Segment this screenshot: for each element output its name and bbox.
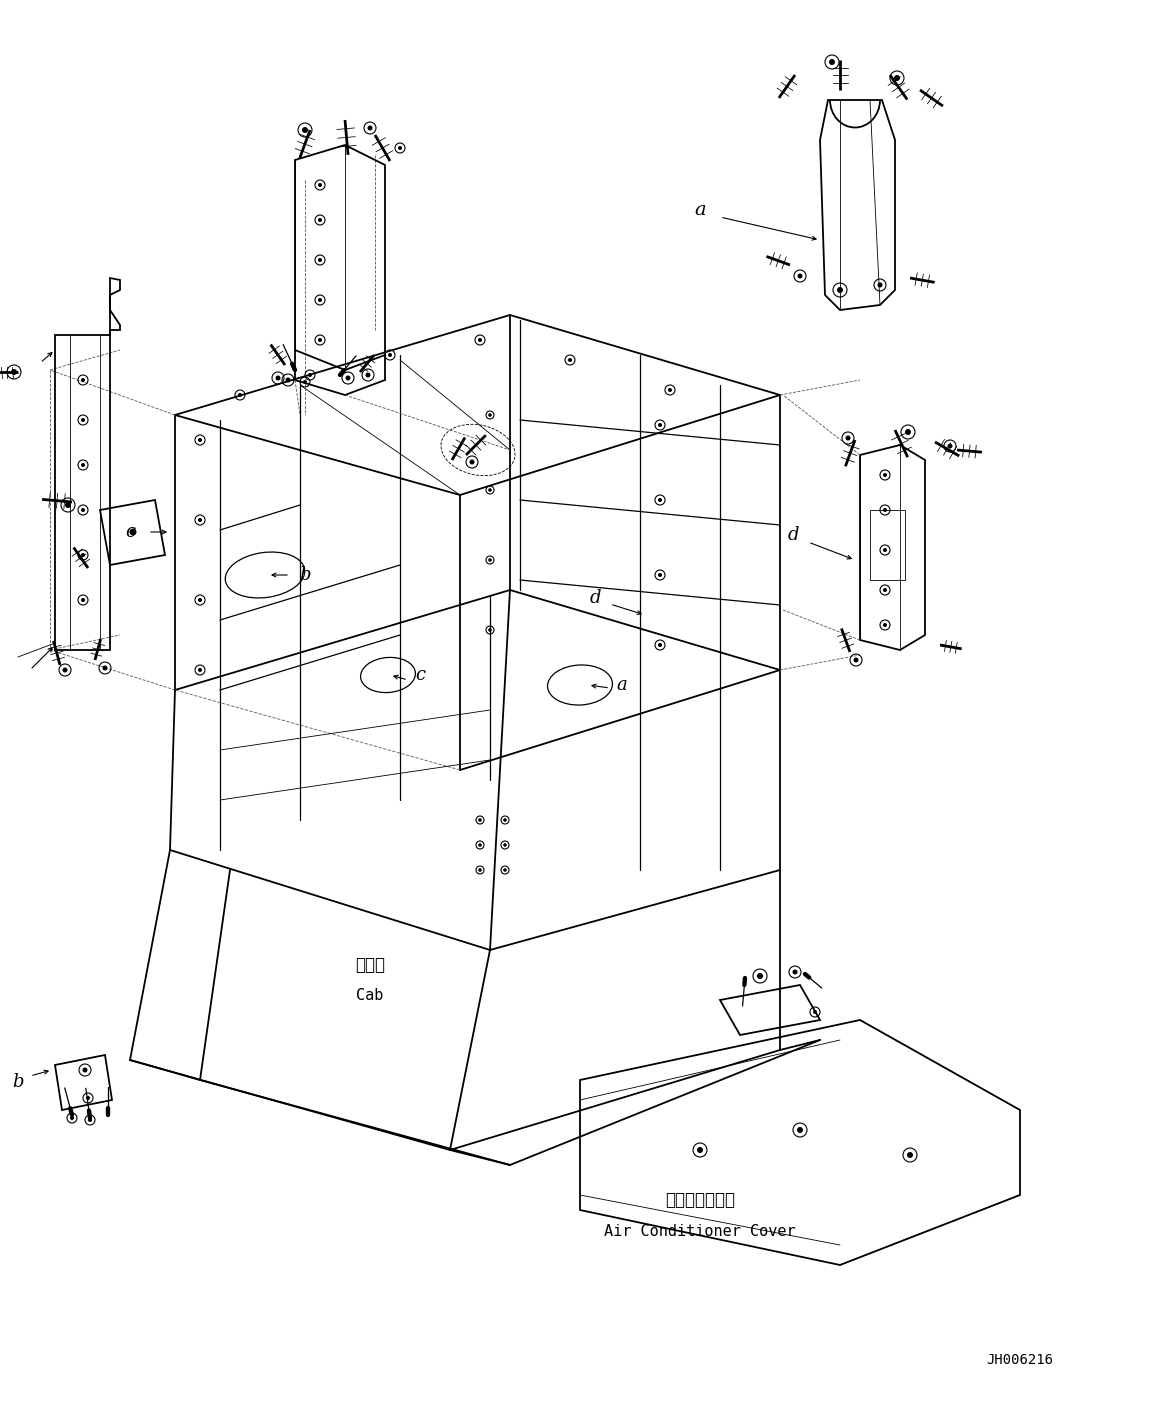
- Circle shape: [10, 369, 17, 375]
- Circle shape: [129, 528, 136, 535]
- Circle shape: [797, 1127, 802, 1132]
- Circle shape: [488, 488, 492, 492]
- Circle shape: [846, 436, 850, 440]
- Circle shape: [198, 668, 202, 673]
- Circle shape: [81, 553, 85, 558]
- Circle shape: [285, 377, 291, 383]
- Text: Air Conditioner Cover: Air Conditioner Cover: [605, 1225, 795, 1240]
- Circle shape: [829, 60, 835, 65]
- Text: JH006216: JH006216: [986, 1352, 1054, 1366]
- Circle shape: [478, 338, 481, 342]
- Circle shape: [470, 460, 475, 464]
- Circle shape: [365, 373, 371, 377]
- Circle shape: [83, 1067, 87, 1073]
- Circle shape: [238, 393, 242, 397]
- Circle shape: [317, 258, 322, 263]
- Circle shape: [883, 587, 887, 592]
- Circle shape: [837, 287, 843, 292]
- Circle shape: [81, 377, 85, 382]
- Circle shape: [276, 376, 280, 380]
- Circle shape: [878, 282, 883, 288]
- Circle shape: [488, 629, 492, 631]
- Circle shape: [697, 1147, 702, 1154]
- Text: c: c: [415, 666, 424, 684]
- Circle shape: [81, 419, 85, 421]
- Circle shape: [302, 126, 308, 133]
- Circle shape: [883, 508, 887, 512]
- Circle shape: [198, 597, 202, 602]
- Circle shape: [907, 1152, 913, 1158]
- Circle shape: [478, 819, 481, 822]
- Circle shape: [883, 473, 887, 477]
- Circle shape: [883, 623, 887, 627]
- Circle shape: [388, 353, 392, 358]
- Circle shape: [488, 558, 492, 562]
- Circle shape: [905, 429, 911, 436]
- Circle shape: [86, 1095, 90, 1100]
- Circle shape: [813, 1010, 816, 1015]
- Circle shape: [81, 597, 85, 602]
- Circle shape: [304, 380, 307, 385]
- Circle shape: [948, 444, 952, 448]
- Circle shape: [398, 146, 402, 150]
- Text: a: a: [694, 201, 706, 219]
- Circle shape: [658, 643, 662, 647]
- Bar: [870, 509, 905, 580]
- Circle shape: [63, 667, 67, 673]
- Circle shape: [81, 508, 85, 512]
- Circle shape: [88, 1118, 92, 1122]
- Circle shape: [317, 298, 322, 302]
- Circle shape: [658, 498, 662, 502]
- Circle shape: [317, 338, 322, 342]
- Circle shape: [368, 125, 372, 131]
- Text: エアコンカバー: エアコンカバー: [665, 1191, 735, 1209]
- Circle shape: [488, 413, 492, 417]
- Circle shape: [757, 973, 763, 979]
- Circle shape: [658, 423, 662, 427]
- Circle shape: [478, 868, 481, 871]
- Circle shape: [668, 387, 672, 392]
- Circle shape: [81, 463, 85, 467]
- Text: a: a: [616, 675, 627, 694]
- Circle shape: [792, 969, 798, 975]
- Circle shape: [883, 548, 887, 552]
- Circle shape: [65, 502, 71, 508]
- Circle shape: [308, 373, 312, 377]
- Circle shape: [478, 843, 481, 847]
- Circle shape: [854, 657, 858, 663]
- Text: c: c: [124, 524, 135, 541]
- Text: b: b: [13, 1073, 23, 1091]
- Circle shape: [568, 358, 572, 362]
- Circle shape: [345, 376, 350, 380]
- Circle shape: [198, 438, 202, 441]
- Circle shape: [504, 819, 507, 822]
- Text: d: d: [787, 526, 799, 543]
- Circle shape: [658, 573, 662, 578]
- Circle shape: [504, 868, 507, 871]
- Circle shape: [894, 75, 900, 81]
- Text: d: d: [590, 589, 601, 607]
- Text: b: b: [299, 566, 311, 585]
- Circle shape: [70, 1115, 74, 1120]
- Text: キャブ: キャブ: [355, 956, 385, 973]
- Circle shape: [317, 219, 322, 221]
- Circle shape: [317, 183, 322, 187]
- Circle shape: [102, 666, 107, 671]
- Circle shape: [798, 274, 802, 278]
- Circle shape: [504, 843, 507, 847]
- Circle shape: [198, 518, 202, 522]
- Text: Cab: Cab: [356, 988, 384, 1002]
